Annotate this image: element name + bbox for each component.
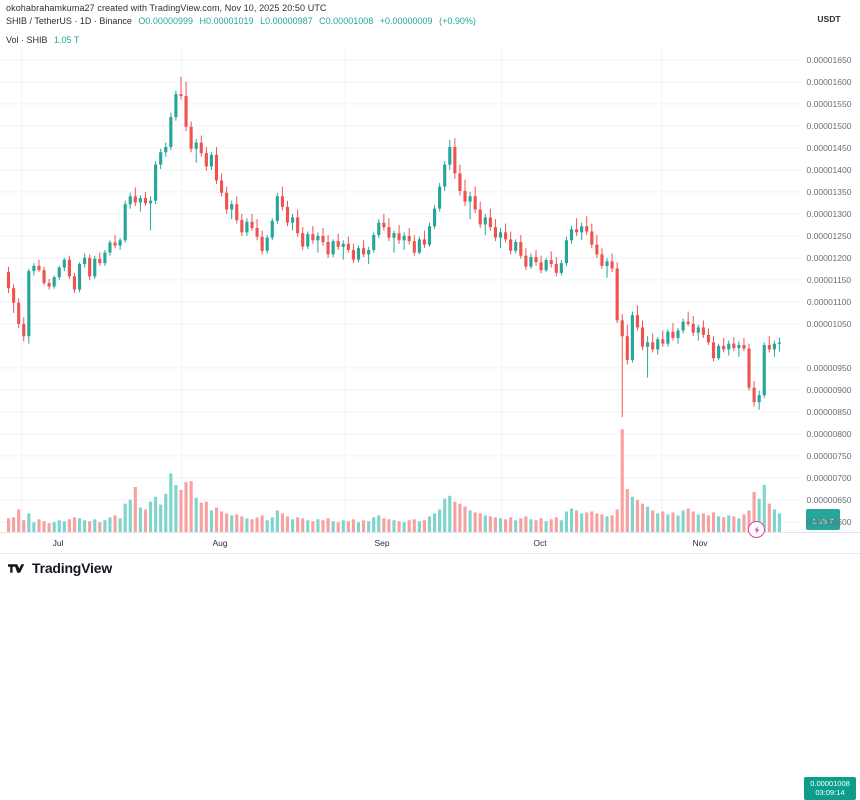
volume-legend-label: Vol · SHIB — [6, 35, 48, 45]
ohlc-low: L0.00000987 — [260, 16, 313, 26]
price-tick-label: 0.00001150 — [806, 274, 852, 285]
ohlc-high: H0.00001019 — [199, 16, 254, 26]
tradingview-logo[interactable]: TradingView — [8, 560, 112, 576]
attribution-text: okohabrahamkuma27 created with TradingVi… — [6, 3, 327, 13]
volume-bars-layer — [6, 429, 782, 532]
footer-divider — [0, 553, 860, 554]
time-axis[interactable]: Jul Aug Sep Oct Nov — [0, 532, 800, 555]
volume-legend-value: 1.05 T — [54, 35, 80, 45]
tradingview-wordmark: TradingView — [32, 560, 113, 576]
price-tick-label: 0.00001450 — [806, 142, 852, 153]
ohlc-open: O0.00000999 — [138, 16, 193, 26]
price-tick-label: 0.00001650 — [806, 54, 852, 65]
price-tick-label: 0.00000600 — [806, 516, 852, 527]
time-axis-label: Nov — [692, 538, 708, 548]
price-tick-label: 0.00000700 — [806, 472, 852, 483]
tradingview-mark-icon — [8, 563, 25, 573]
candlestick-layer — [6, 76, 782, 418]
price-tick-label: 0.00000850 — [806, 406, 852, 417]
volume-badge-value: 1.05 T — [812, 516, 834, 526]
price-tick-label: 0.00001500 — [806, 120, 852, 131]
price-tick-label: 0.00001250 — [806, 230, 852, 241]
current-price-value: 0.00001008 — [810, 778, 850, 788]
price-tick-label: 0.00000650 — [806, 494, 852, 505]
price-tick-label: 0.00001200 — [806, 252, 852, 263]
time-axis-label: Jul — [52, 538, 64, 548]
bar-countdown: 03:09:14 — [815, 787, 845, 797]
price-tick-label: 0.00000750 — [806, 450, 852, 461]
symbol-title[interactable]: SHIB / TetherUS · 1D · Binance — [6, 16, 132, 26]
volume-value-badge[interactable]: 1.05 T — [806, 509, 840, 530]
price-tick-label: 0.00001350 — [806, 186, 852, 197]
grid-layer — [0, 48, 800, 532]
time-axis-label: Oct — [533, 538, 547, 548]
ohlc-change-pct: (+0.90%) — [439, 16, 476, 26]
price-tick-label: 0.00000800 — [806, 428, 852, 439]
price-tick-label: 0.00001050 — [806, 318, 852, 329]
current-price-badge[interactable]: 0.00001008 03:09:14 — [804, 776, 856, 800]
price-tick-label: 0.00001600 — [806, 76, 852, 87]
price-axis-unit: USDT — [817, 14, 841, 24]
ohlc-close: C0.00001008 — [319, 16, 374, 26]
chart-legend: SHIB / TetherUS · 1D · Binance O0.000009… — [6, 16, 476, 27]
time-axis-label: Aug — [212, 538, 228, 548]
alert-bolt-icon[interactable] — [748, 521, 765, 538]
price-tick-label: 0.00001100 — [806, 296, 852, 307]
chart-plot-area[interactable] — [0, 48, 800, 532]
ohlc-change-abs: +0.00000009 — [379, 16, 433, 26]
price-tick-label: 0.00001300 — [806, 208, 852, 219]
price-tick-label: 0.00001550 — [806, 98, 852, 109]
footer: TradingView — [0, 554, 860, 581]
price-axis[interactable]: USDT 0.00001008 03:09:14 1.05 T 0.000016… — [800, 0, 860, 800]
volume-legend: Vol · SHIB 1.05 T — [6, 35, 79, 46]
price-tick-label: 0.00000900 — [806, 384, 852, 395]
time-axis-label: Sep — [374, 538, 390, 548]
price-tick-label: 0.00001400 — [806, 164, 852, 175]
price-tick-label: 0.00000950 — [806, 362, 852, 373]
